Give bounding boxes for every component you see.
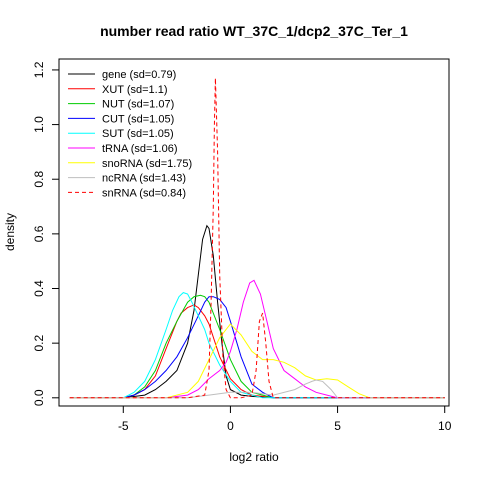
series-line-5 xyxy=(69,279,445,399)
y-axis: 0.0 0.2 0.4 0.6 0.8 1.0 1.2 xyxy=(32,61,60,406)
series-line-7 xyxy=(69,379,445,399)
legend-label-0: gene (sd=0.79) xyxy=(102,69,176,81)
y-tick-label: 0.6 xyxy=(32,225,46,242)
legend-label-5: tRNA (sd=1.06) xyxy=(102,143,178,155)
series-line-2 xyxy=(69,294,445,399)
y-tick-label: 0.8 xyxy=(32,171,46,188)
legend-label-1: XUT (sd=1.1) xyxy=(102,84,168,96)
y-tick-label: 0.4 xyxy=(32,280,46,297)
y-tick-label: 0.2 xyxy=(32,334,46,351)
legend-label-7: ncRNA (sd=1.43) xyxy=(102,173,186,185)
y-tick-label: 1.2 xyxy=(32,61,46,78)
legend-label-3: CUT (sd=1.05) xyxy=(102,113,174,125)
series-line-4 xyxy=(69,292,445,399)
series-layer xyxy=(69,78,445,399)
legend-label-2: NUT (sd=1.07) xyxy=(102,99,174,111)
x-axis-label: log2 ratio xyxy=(229,450,279,464)
series-line-3 xyxy=(69,296,445,399)
x-tick-label: 10 xyxy=(438,419,452,433)
plot-frame xyxy=(58,58,450,407)
series-line-8 xyxy=(69,78,445,399)
x-tick-label: 5 xyxy=(334,419,341,433)
legend: gene (sd=0.79) XUT (sd=1.1) NUT (sd=1.07) C… xyxy=(68,69,192,199)
y-tick-label: 1.0 xyxy=(32,116,46,133)
x-tick-label: -5 xyxy=(118,419,129,433)
y-axis-label: density xyxy=(3,213,17,251)
x-axis: -5 0 5 10 xyxy=(118,405,452,433)
series-line-0 xyxy=(69,224,445,399)
series-line-6 xyxy=(69,323,445,399)
series-line-1 xyxy=(69,304,445,399)
y-tick-label: 0.0 xyxy=(32,389,46,406)
chart-title: number read ratio WT_37C_1/dcp2_37C_Ter_… xyxy=(100,23,408,39)
x-tick-label: 0 xyxy=(227,419,234,433)
legend-label-4: SUT (sd=1.05) xyxy=(102,128,174,140)
legend-label-8: snRNA (sd=0.84) xyxy=(102,187,186,199)
legend-label-6: snoRNA (sd=1.75) xyxy=(102,158,192,170)
